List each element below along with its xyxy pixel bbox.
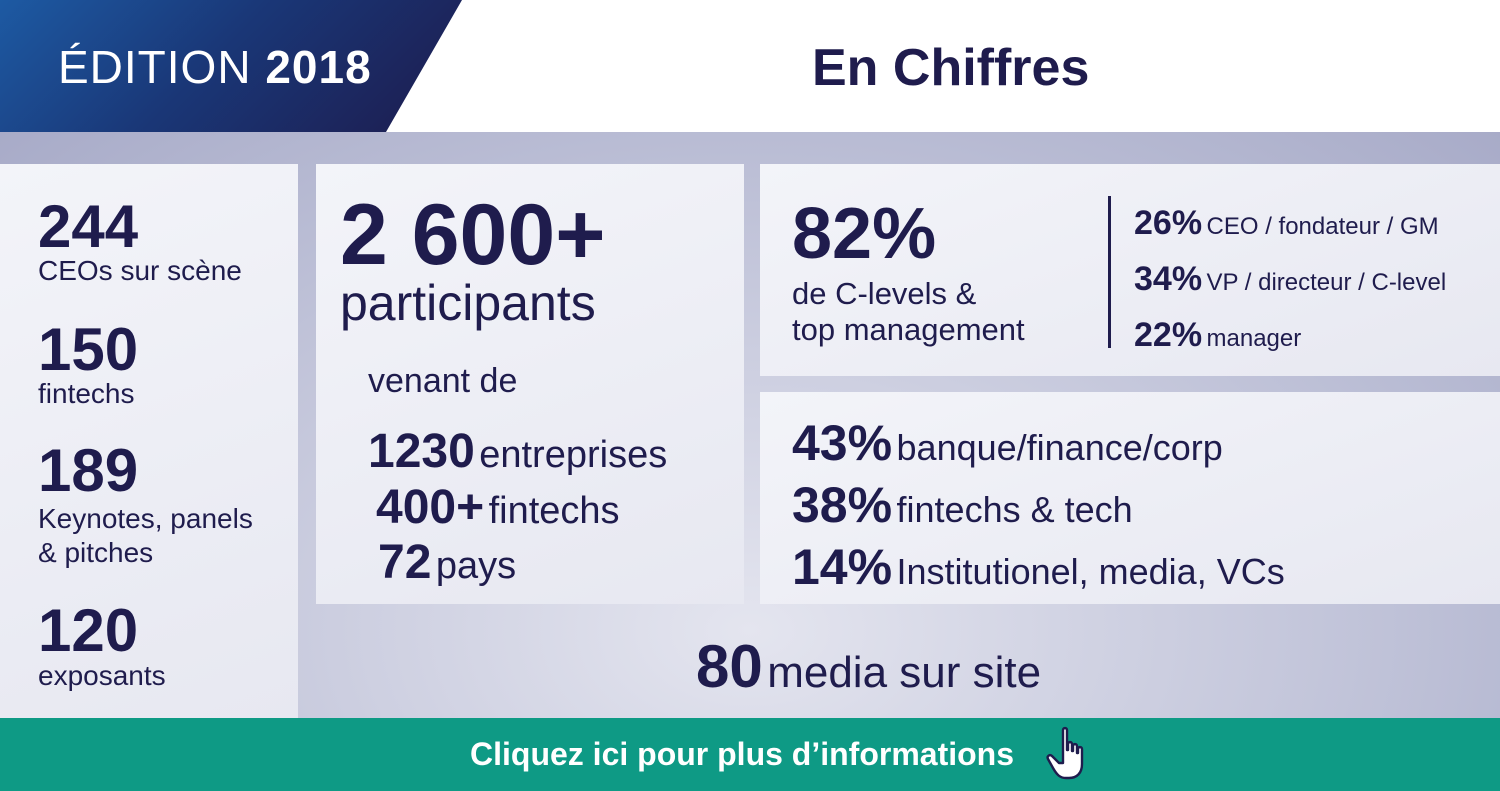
edition-word: ÉDITION [58, 41, 252, 93]
sector-label: fintechs & tech [896, 489, 1133, 530]
speakers-card [0, 164, 298, 718]
hand-pointer-icon [1046, 726, 1084, 780]
media-label: media sur site [767, 648, 1042, 697]
management-card [760, 164, 1500, 376]
vp-share-label: VP / directeur / C-level [1206, 269, 1447, 296]
sector-label: Institutionel, media, VCs [896, 551, 1285, 592]
companies-value: 1230 [368, 425, 475, 478]
vp-share-value: 34% [1134, 260, 1203, 298]
fintechs-label: fintechs [38, 378, 135, 409]
companies-label: entreprises [479, 434, 668, 476]
management-label-line2: top management [792, 312, 1025, 347]
ceos-label: CEOs sur scène [38, 255, 242, 286]
media-row: 80 media sur site [696, 632, 1041, 701]
sector-label: banque/finance/corp [896, 427, 1223, 468]
management-value: 82% [792, 194, 937, 274]
countries-label: pays [435, 545, 517, 587]
fintechs-value: 150 [38, 316, 139, 383]
edition-label: ÉDITION 2018 [58, 40, 372, 94]
more-info-button[interactable]: Cliquez ici pour plus d’informations [0, 718, 1500, 791]
keynotes-label-line1: Keynotes, panels [38, 503, 253, 534]
sector-value: 38% [792, 477, 893, 533]
edition-banner: ÉDITION 2018 [0, 0, 462, 132]
countries-row: 72 pays [378, 535, 516, 590]
fintechs-count-value: 400+ [376, 481, 485, 534]
fintechs-row: 400+ fintechs [376, 480, 620, 535]
keynotes-label-line2: & pitches [38, 537, 154, 568]
media-value: 80 [696, 633, 763, 700]
participants-value: 2 600+ [340, 187, 606, 283]
sector-row: 43% banque/finance/corp [792, 414, 1223, 472]
manager-share-row: 22% manager [1134, 316, 1301, 355]
edition-year: 2018 [265, 41, 372, 93]
exhibitors-value: 120 [38, 597, 139, 664]
manager-share-label: manager [1206, 325, 1302, 352]
from-label: venant de [368, 362, 518, 400]
participants-card [316, 164, 744, 604]
ceo-share-label: CEO / fondateur / GM [1206, 213, 1439, 240]
divider-line [1108, 196, 1111, 348]
page-title: En Chiffres [812, 39, 1090, 97]
ceo-share-row: 26% CEO / fondateur / GM [1134, 204, 1439, 243]
fintechs-count-label: fintechs [488, 490, 620, 532]
sectors-card [760, 392, 1500, 604]
participants-label: participants [340, 275, 596, 331]
manager-share-value: 22% [1134, 316, 1203, 354]
more-info-label[interactable]: Cliquez ici pour plus d’informations [470, 736, 1015, 772]
ceo-share-value: 26% [1134, 204, 1203, 242]
exhibitors-label: exposants [38, 660, 166, 691]
header: ÉDITION 2018 En Chiffres [0, 0, 1500, 132]
sector-row: 38% fintechs & tech [792, 476, 1133, 534]
sector-row: 14% Institutionel, media, VCs [792, 538, 1285, 596]
vp-share-row: 34% VP / directeur / C-level [1134, 260, 1446, 299]
countries-value: 72 [378, 536, 432, 589]
companies-row: 1230 entreprises [368, 424, 667, 479]
management-label-line1: de C-levels & [792, 276, 977, 311]
ceos-value: 244 [38, 193, 139, 260]
keynotes-value: 189 [38, 437, 139, 504]
sector-value: 43% [792, 415, 893, 471]
sector-value: 14% [792, 539, 893, 595]
